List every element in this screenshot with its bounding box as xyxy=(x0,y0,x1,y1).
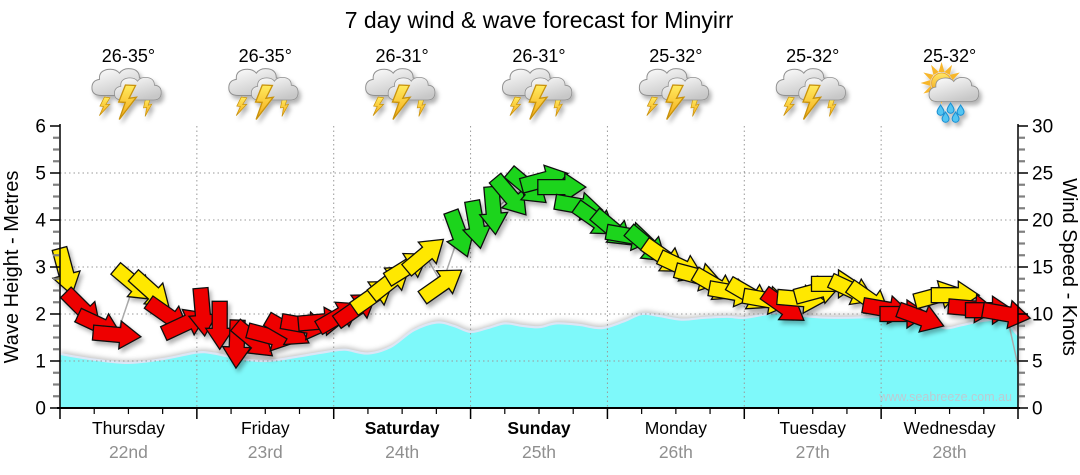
lightning-bolt-icon xyxy=(802,84,823,120)
page-title: 7 day wind & wave forecast for Minyirr xyxy=(345,7,734,33)
lightning-bolt-icon xyxy=(827,98,837,117)
left-axis-tick-label: 5 xyxy=(35,164,46,185)
storm-icon xyxy=(91,68,162,120)
sun-ray xyxy=(923,72,934,81)
wind-arrow xyxy=(400,238,445,277)
day-date-label: 25th xyxy=(522,442,556,462)
lightning-bolt-icon xyxy=(646,96,659,116)
wind-arrow xyxy=(417,269,463,305)
right-axis-title: Wind Speed - Knots xyxy=(1058,178,1080,356)
wind-arrow xyxy=(187,286,218,338)
temperature-label: 25-32° xyxy=(786,46,839,66)
lightning-bolt-icon xyxy=(372,96,385,116)
day-label: Wednesday xyxy=(904,418,996,438)
day-label: Thursday xyxy=(92,418,165,438)
right-axis-tick-label: 0 xyxy=(1032,399,1043,420)
raindrop-icon xyxy=(956,103,965,116)
gridlines-group xyxy=(60,126,1018,408)
sun-ray xyxy=(944,64,953,75)
lightning-bolt-icon xyxy=(783,96,796,116)
day-date-label: 27th xyxy=(796,442,830,462)
temperature-label: 26-31° xyxy=(376,46,429,66)
right-axis-tick-label: 25 xyxy=(1032,164,1053,185)
lightning-bolt-icon xyxy=(665,84,686,120)
left-axis-tick-label: 4 xyxy=(35,211,46,232)
storm-icon xyxy=(502,68,573,120)
day-labels-group: Thursday 22nd Friday 23rd Saturday 24th Sunday… xyxy=(92,418,996,462)
lightning-bolt-icon xyxy=(528,84,549,120)
day-date-label: 23rd xyxy=(248,442,283,462)
sun-shower-icon xyxy=(920,62,980,123)
lightning-bolt-icon xyxy=(99,96,111,116)
left-axis-tick-label: 0 xyxy=(35,399,46,420)
lightning-bolt-icon xyxy=(254,84,275,120)
lightning-bolt-icon xyxy=(143,98,153,117)
wind-arrow xyxy=(895,301,945,333)
wave-area xyxy=(60,312,1018,408)
axes-group: 0 1 2 3 4 5 6 0 5 10 15 20 25 30 xyxy=(35,117,1053,420)
temperature-label: 26-31° xyxy=(512,46,565,66)
day-label: Monday xyxy=(645,418,708,438)
raindrop-icon xyxy=(946,101,955,114)
day-label: Friday xyxy=(241,418,290,438)
right-axis-tick-label: 15 xyxy=(1032,258,1053,279)
wind-arrow xyxy=(51,245,82,297)
sun-ray xyxy=(949,72,960,81)
lightning-bolt-icon xyxy=(279,98,290,117)
storm-icon xyxy=(228,68,299,120)
day-date-label: 24th xyxy=(385,442,419,462)
right-axis-tick-label: 30 xyxy=(1032,117,1053,138)
wind-arrow xyxy=(537,171,587,203)
lightning-bolt-icon xyxy=(117,84,138,120)
day-date-label: 26th xyxy=(659,442,693,462)
raindrop-icon xyxy=(941,110,950,123)
storm-icon xyxy=(775,68,846,120)
left-axis-title: Wave Height - Metres xyxy=(1,171,23,364)
lightning-bolt-icon xyxy=(391,84,412,120)
sun-ray xyxy=(931,64,939,75)
lightning-bolt-icon xyxy=(416,98,427,117)
wind-arrow xyxy=(488,172,527,216)
cloud-shape xyxy=(928,77,980,102)
left-axis-tick-label: 6 xyxy=(35,117,46,138)
raindrop-icon xyxy=(936,103,945,116)
left-axis-tick-label: 3 xyxy=(35,258,46,279)
temperature-label: 25-32° xyxy=(923,46,976,66)
temperature-label: 26-35° xyxy=(102,46,155,66)
right-axis-tick-label: 20 xyxy=(1032,211,1053,232)
right-axis-tick-label: 10 xyxy=(1032,305,1053,326)
day-label: Saturday xyxy=(365,418,440,438)
temperature-label: 25-32° xyxy=(649,46,702,66)
wind-arrow xyxy=(478,185,509,236)
day-date-label: 22nd xyxy=(109,442,148,462)
right-axis-tick-label: 5 xyxy=(1032,352,1043,373)
wind-arrow xyxy=(461,199,492,250)
left-axis-tick-label: 1 xyxy=(35,352,46,373)
sun-ray xyxy=(938,62,945,72)
day-label: Sunday xyxy=(507,418,570,438)
watermark: www.seabreeze.com.au xyxy=(878,390,1012,404)
day-date-label: 28th xyxy=(933,442,967,462)
lightning-bolt-icon xyxy=(553,98,563,117)
temperature-label: 26-35° xyxy=(239,46,292,66)
lightning-bolt-icon xyxy=(509,96,522,116)
sun-ray xyxy=(920,80,931,86)
wind-arrow xyxy=(91,319,143,351)
wind-arrow xyxy=(204,300,235,351)
weather-icons-group xyxy=(91,62,980,123)
lightning-bolt-icon xyxy=(690,98,700,117)
temperature-labels-group: 26-35° 26-35° 26-31° 26-31° 25-32° 25-32° 25-3… xyxy=(102,46,976,66)
day-label: Tuesday xyxy=(779,418,846,438)
raindrop-icon xyxy=(951,110,960,123)
storm-icon xyxy=(365,68,436,120)
wind-arrows-group xyxy=(51,164,1032,370)
storm-icon xyxy=(638,68,710,120)
left-axis-tick-label: 2 xyxy=(35,305,46,326)
lightning-bolt-icon xyxy=(235,96,248,116)
